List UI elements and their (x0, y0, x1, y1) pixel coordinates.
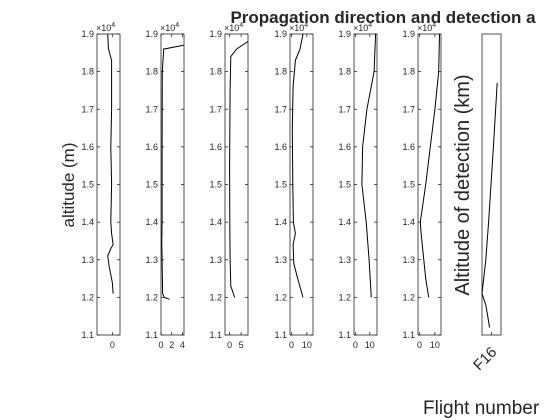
y-tick-label: 1.3 (402, 255, 415, 265)
y-tick-label: 1.4 (402, 217, 415, 227)
y-tick-label: 1.9 (145, 29, 158, 39)
y-tick-label: 1.8 (209, 67, 222, 77)
x-tick-label: 2 (169, 340, 174, 350)
y-tick-label: 1.8 (338, 67, 351, 77)
altitude-panels: 1.11.21.31.41.51.61.71.81.9×10401.11.21.… (81, 22, 442, 350)
panel-6: 1.1 1.2 1.3 1.4 1.5 1.6 1.7 1.8 1.9×104 0 10 (402, 22, 442, 350)
y-tick-label: 1.5 (274, 180, 287, 190)
y-exponent-label: ×104 (289, 22, 308, 33)
y-tick-label: 1.7 (274, 104, 287, 114)
x-tick-label: 0 (158, 340, 163, 350)
y-tick-label: 1.4 (81, 217, 94, 227)
detection-y-label: Altitude of detection (km) (452, 74, 474, 295)
y-tick-label: 1.4 (145, 217, 158, 227)
y-tick-label: 1.2 (209, 292, 222, 302)
y-tick-label: 1.6 (81, 142, 94, 152)
panel-4: 1.1 1.2 1.3 1.4 1.5 1.6 1.7 1.8 1.9×104 0 10 (274, 22, 314, 350)
y-tick-label: 1.2 (402, 292, 415, 302)
y-tick-label: 1.3 (274, 255, 287, 265)
panel-3: 1.1 1.2 1.3 1.4 1.5 1.6 1.7 1.8 1.9×104 0 5 (209, 22, 249, 350)
y-tick-label: 1.8 (402, 67, 415, 77)
y-tick-label: 1.9 (209, 29, 222, 39)
y-tick-label: 1.3 (338, 255, 351, 265)
x-tick-label: 10 (430, 340, 440, 350)
y-tick-label: 1.5 (209, 180, 222, 190)
y-tick-label: 1.8 (145, 67, 158, 77)
y-tick-label: 1.3 (145, 255, 158, 265)
y-tick-label: 1.7 (209, 104, 222, 114)
y-tick-label: 1.4 (209, 217, 222, 227)
series-line (229, 41, 249, 298)
detection-panel: Altitude of detection (km) F16 Flight numb… (423, 33, 540, 419)
series-line (291, 33, 304, 298)
y-tick-label: 1.5 (81, 180, 94, 190)
y-tick-label: 1.8 (274, 67, 287, 77)
y-tick-label: 1.1 (145, 330, 158, 340)
y-tick-label: 1.4 (338, 217, 351, 227)
x-tick-label: 0 (289, 340, 294, 350)
y-tick-label: 1.3 (81, 255, 94, 265)
y-tick-label: 1.6 (338, 142, 351, 152)
detection-line (481, 82, 498, 328)
y-exponent-label: ×104 (96, 22, 115, 33)
series-line (107, 33, 114, 294)
y-tick-label: 1.2 (338, 292, 351, 302)
x-tick-label: 0 (417, 340, 422, 350)
panel-frame (353, 33, 378, 336)
panel-frame (160, 33, 185, 336)
y-exponent-label: ×104 (224, 22, 243, 33)
y-tick-label: 1.3 (209, 255, 222, 265)
y-axis-label: altitude (m) (59, 142, 78, 227)
chart-title: Propagation direction and detection a (230, 8, 536, 27)
panel-frame (224, 33, 249, 336)
detection-x-label: Flight number (423, 398, 540, 419)
y-exponent-label: ×104 (417, 22, 436, 33)
y-tick-label: 1.7 (402, 104, 415, 114)
series-line (419, 33, 440, 298)
y-tick-label: 1.1 (81, 330, 94, 340)
category-label: F16 (470, 344, 500, 374)
y-tick-label: 1.2 (81, 292, 94, 302)
panel-2: 1.1 1.2 1.3 1.4 1.5 1.6 1.7 1.8 1.9×104 0 2 4 (145, 22, 184, 350)
y-tick-label: 1.5 (402, 180, 415, 190)
y-tick-label: 1.5 (145, 180, 158, 190)
y-exponent-label: ×104 (353, 22, 372, 33)
y-tick-label: 1.1 (402, 330, 415, 340)
y-tick-label: 1.1 (209, 330, 222, 340)
y-tick-label: 1.7 (81, 104, 94, 114)
series-line (161, 44, 184, 300)
y-tick-label: 1.1 (274, 330, 287, 340)
y-tick-label: 1.2 (145, 292, 158, 302)
x-tick-label: 0 (227, 340, 232, 350)
y-tick-label: 1.7 (145, 104, 158, 114)
y-tick-label: 1.9 (274, 29, 287, 39)
y-tick-label: 1.1 (338, 330, 351, 340)
x-tick-label: 0 (110, 340, 115, 350)
y-tick-label: 1.2 (274, 292, 287, 302)
y-tick-label: 1.7 (338, 104, 351, 114)
panel-5: 1.1 1.2 1.3 1.4 1.5 1.6 1.7 1.8 1.9×104 0 10 (338, 22, 378, 350)
y-tick-label: 1.6 (402, 142, 415, 152)
x-tick-label: 4 (180, 340, 185, 350)
x-tick-label: 10 (302, 340, 312, 350)
y-tick-label: 1.9 (81, 29, 94, 39)
y-tick-label: 1.9 (338, 29, 351, 39)
panel-frame (96, 33, 121, 336)
y-tick-label: 1.8 (81, 67, 94, 77)
panel-1: 1.1 1.2 1.3 1.4 1.5 1.6 1.7 1.8 1.9×104 0 (81, 22, 121, 350)
y-tick-label: 1.6 (145, 142, 158, 152)
y-tick-label: 1.6 (209, 142, 222, 152)
y-exponent-label: ×104 (160, 22, 179, 33)
series-line (361, 33, 377, 298)
y-tick-label: 1.6 (274, 142, 287, 152)
x-tick-label: 5 (239, 340, 244, 350)
y-tick-label: 1.9 (402, 29, 415, 39)
y-tick-label: 1.5 (338, 180, 351, 190)
x-tick-label: 0 (353, 340, 358, 350)
y-tick-label: 1.4 (274, 217, 287, 227)
x-tick-label: 10 (365, 340, 375, 350)
